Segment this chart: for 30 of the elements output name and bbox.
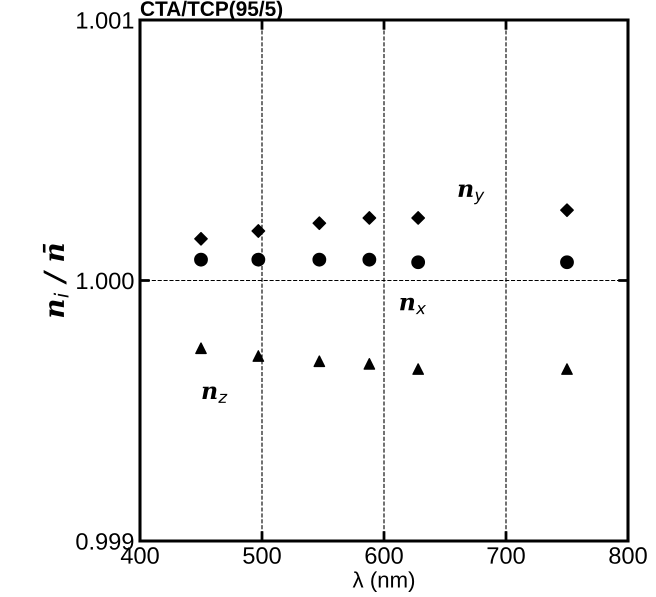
series-label: n$_{y}$ [458, 184, 484, 204]
chart-title: CTA/TCP(95/5) [140, 0, 282, 20]
x-tick-label: 800 [609, 547, 647, 564]
point [312, 216, 326, 230]
x-axis-title: λ (nm) [352, 571, 414, 592]
x-tick-label: 500 [243, 547, 281, 564]
point [362, 252, 376, 267]
point [194, 252, 208, 267]
series-label: n$_{x}$ [400, 298, 426, 314]
point [411, 211, 426, 225]
point [412, 363, 424, 375]
point [560, 203, 574, 218]
y-axis-title: n$_{i}$ / n̄ [42, 244, 68, 318]
point [411, 255, 426, 270]
point [362, 211, 376, 225]
series-label: n$_{z}$ [202, 386, 228, 403]
point [195, 342, 207, 354]
point [312, 252, 326, 267]
point [313, 355, 326, 368]
y-tick-label: 1.000 [77, 272, 134, 290]
point [364, 358, 376, 370]
point [561, 363, 573, 375]
x-tick-label: 700 [488, 547, 525, 564]
point [252, 350, 264, 362]
y-tick-label: 1.001 [77, 12, 134, 29]
point [251, 224, 266, 238]
point [194, 232, 208, 246]
x-tick-label: 600 [366, 547, 403, 564]
point [560, 255, 574, 270]
point [251, 252, 266, 267]
